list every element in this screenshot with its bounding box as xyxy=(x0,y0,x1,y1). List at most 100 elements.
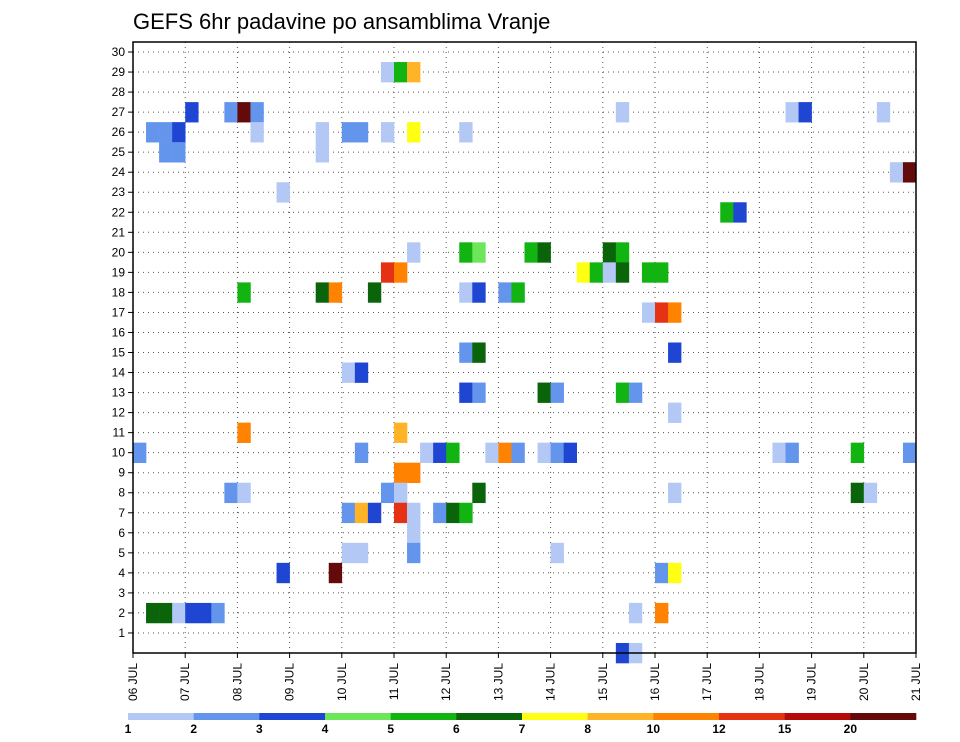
y-tick-label: 22 xyxy=(112,205,126,219)
y-tick-label: 12 xyxy=(112,406,126,420)
precip-cell xyxy=(146,122,160,143)
precip-cell xyxy=(211,602,225,624)
precip-cell xyxy=(394,422,408,443)
precip-cell xyxy=(876,102,891,123)
precip-cell xyxy=(785,442,799,463)
x-tick-label: 14 JUL xyxy=(544,663,558,701)
precip-cells xyxy=(133,62,917,664)
y-tick-label: 24 xyxy=(112,165,126,179)
precip-cell xyxy=(407,462,421,484)
precip-cell xyxy=(446,442,460,463)
precip-cell xyxy=(446,502,460,524)
precip-cell xyxy=(902,162,917,183)
legend-swatch xyxy=(587,713,654,720)
precip-cell xyxy=(511,282,525,303)
precip-cell xyxy=(380,262,395,283)
x-axis: 06 JUL 07 JUL 08 JUL 09 JUL 10 JUL 11 JUL 12 J… xyxy=(126,653,923,701)
precip-cell xyxy=(407,542,421,564)
x-tick-label: 15 JUL xyxy=(596,663,610,701)
legend-label: 1 xyxy=(125,722,132,736)
legend-label: 10 xyxy=(647,722,661,736)
y-tick-label: 9 xyxy=(118,466,125,480)
precip-cell xyxy=(420,442,434,463)
precip-cell xyxy=(733,202,747,223)
legend-label: 7 xyxy=(519,722,526,736)
x-tick-label: 08 JUL xyxy=(230,663,244,701)
precip-cell xyxy=(407,502,421,524)
precip-cell xyxy=(354,542,369,564)
precip-cell xyxy=(668,342,682,363)
precip-cell xyxy=(602,262,617,283)
precip-cell xyxy=(498,282,512,303)
precip-cell xyxy=(394,262,408,283)
precip-cell xyxy=(185,102,199,123)
y-tick-label: 1 xyxy=(118,626,125,640)
precip-cell xyxy=(459,502,473,524)
precip-cell xyxy=(537,442,551,463)
precip-cell xyxy=(537,242,551,263)
precip-cell xyxy=(459,282,473,303)
precip-cell xyxy=(328,562,343,584)
precip-cell xyxy=(250,102,264,123)
x-tick-label: 09 JUL xyxy=(283,663,297,701)
precip-cell xyxy=(615,242,630,263)
precip-cell xyxy=(459,382,473,403)
precip-cell xyxy=(354,502,369,524)
precip-cell xyxy=(589,262,604,283)
legend-swatch xyxy=(719,713,785,720)
precip-cell xyxy=(798,102,812,123)
y-tick-label: 8 xyxy=(118,486,125,500)
precip-cell xyxy=(498,442,512,463)
precip-cell xyxy=(367,282,382,303)
precip-cell xyxy=(485,442,499,463)
precip-cell xyxy=(889,162,904,183)
y-tick-label: 17 xyxy=(112,305,126,319)
y-tick-label: 30 xyxy=(112,45,126,59)
precip-cell xyxy=(576,262,591,283)
x-tick-label: 20 JUL xyxy=(857,663,871,701)
y-tick-label: 28 xyxy=(112,85,126,99)
legend-swatch xyxy=(325,713,391,720)
precip-cell xyxy=(354,362,369,383)
precip-cell xyxy=(341,542,356,564)
precip-cell xyxy=(394,62,408,83)
precip-cell xyxy=(655,262,669,283)
precip-cell xyxy=(380,122,395,143)
x-tick-label: 16 JUL xyxy=(648,663,662,701)
x-tick-label: 11 JUL xyxy=(387,663,401,700)
y-tick-label: 5 xyxy=(118,546,125,560)
legend-swatch xyxy=(193,713,260,720)
precip-cell xyxy=(328,282,343,303)
legend-swatch xyxy=(259,713,326,720)
precip-cell xyxy=(315,142,330,163)
precip-cell xyxy=(354,442,369,463)
y-tick-label: 23 xyxy=(112,185,126,199)
y-tick-label: 6 xyxy=(118,526,125,540)
precip-cell xyxy=(185,602,199,624)
precip-cell xyxy=(641,302,656,323)
legend-label: 20 xyxy=(844,722,858,736)
precip-cell xyxy=(550,542,564,564)
precip-cell xyxy=(785,102,799,123)
precip-cell xyxy=(394,502,408,524)
precip-cell xyxy=(407,242,421,263)
precip-cell xyxy=(472,282,486,303)
y-tick-label: 10 xyxy=(112,446,126,460)
precip-cell xyxy=(655,602,669,624)
precip-cell xyxy=(459,242,473,263)
y-tick-label: 27 xyxy=(112,105,126,119)
legend-label: 2 xyxy=(190,722,197,736)
chart-title: GEFS 6hr padavine po ansamblima Vranje xyxy=(133,9,550,34)
precip-cell xyxy=(133,442,147,463)
x-tick-label: 13 JUL xyxy=(491,663,505,701)
precip-cell xyxy=(655,562,669,584)
precip-cell xyxy=(668,402,682,423)
y-tick-label: 19 xyxy=(112,265,126,279)
precip-cell xyxy=(394,482,408,504)
precip-cell xyxy=(315,282,330,303)
y-tick-label: 7 xyxy=(118,506,125,520)
precip-cell xyxy=(655,302,669,323)
x-tick-label: 07 JUL xyxy=(178,663,192,701)
precip-cell xyxy=(341,502,356,524)
